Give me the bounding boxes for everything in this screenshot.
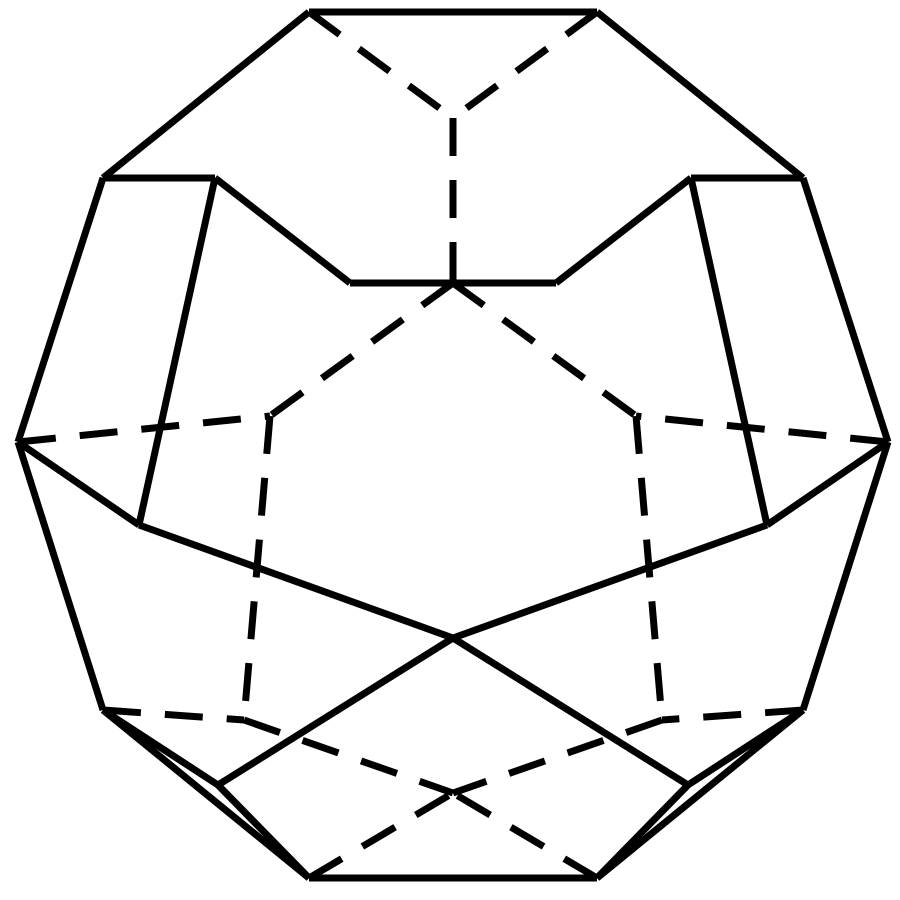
visible-edge	[103, 710, 218, 785]
visible-edge	[597, 785, 688, 878]
hidden-edge	[18, 416, 270, 442]
visible-edge	[18, 442, 139, 525]
visible-edge	[453, 638, 688, 785]
hidden-edge	[662, 710, 803, 720]
visible-edge	[803, 178, 888, 442]
visible-edge	[218, 785, 309, 878]
visible-edge	[139, 525, 453, 638]
visible-edge	[218, 638, 453, 785]
hidden-edge	[636, 416, 888, 442]
dodecahedron-wireframe	[0, 0, 900, 900]
hidden-edge	[309, 793, 453, 878]
visible-edge	[597, 12, 803, 178]
visible-edge	[18, 442, 103, 710]
hidden-edge	[270, 283, 453, 416]
hidden-edge	[103, 710, 244, 720]
visible-edge	[18, 178, 103, 442]
hidden-edge	[309, 12, 453, 118]
visible-edge	[691, 178, 767, 525]
hidden-edge	[453, 720, 662, 793]
hidden-edge	[453, 283, 636, 416]
visible-edge	[453, 525, 767, 638]
hidden-edge	[453, 793, 597, 878]
visible-edge	[103, 12, 309, 178]
visible-edge	[556, 178, 691, 283]
visible-edge	[688, 710, 803, 785]
visible-edge	[139, 178, 215, 525]
visible-edge	[803, 442, 888, 710]
hidden-edge	[453, 12, 597, 118]
visible-edge	[215, 178, 350, 283]
visible-edge	[767, 442, 888, 525]
hidden-edge	[244, 720, 453, 793]
